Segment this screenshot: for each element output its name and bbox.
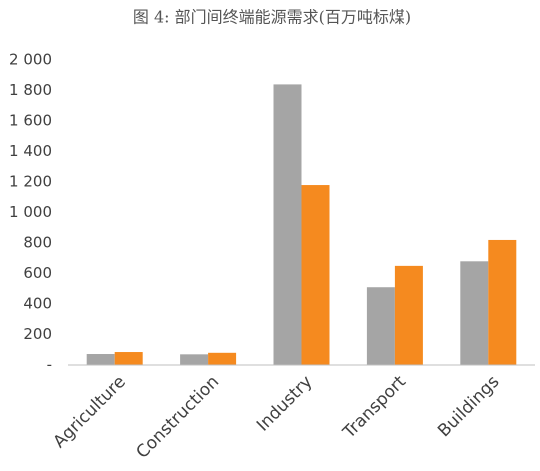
y-tick-label: 400 xyxy=(23,295,52,313)
bar xyxy=(301,185,330,365)
y-tick-label: 2 000 xyxy=(9,51,52,69)
y-tick-label: 1 200 xyxy=(9,173,52,191)
y-tick-label: 200 xyxy=(23,325,52,343)
bar xyxy=(273,84,302,366)
y-tick-label: 1 600 xyxy=(9,112,52,130)
y-tick-label: - xyxy=(47,356,52,374)
y-tick-label: 800 xyxy=(23,234,52,252)
y-tick-label: 1 400 xyxy=(9,142,52,160)
bar xyxy=(180,354,209,365)
y-tick-label: 1 000 xyxy=(9,203,52,221)
x-tick-label: Transport xyxy=(339,372,410,443)
x-tick-label: Construction xyxy=(132,372,223,463)
bar xyxy=(86,354,115,365)
bar xyxy=(488,239,517,365)
x-tick-label: Buildings xyxy=(434,372,503,441)
chart-title: 图 4: 部门间终端能源需求(百万吨标煤) xyxy=(133,8,411,27)
bar xyxy=(366,287,395,365)
x-tick-label: Industry xyxy=(253,372,317,436)
bar xyxy=(114,352,143,365)
y-tick-label: 1 800 xyxy=(9,81,52,99)
bar xyxy=(208,352,237,365)
bar xyxy=(460,261,489,365)
y-tick-label: 600 xyxy=(23,264,52,282)
x-tick-label: Agriculture xyxy=(50,372,130,452)
bar xyxy=(394,265,423,365)
